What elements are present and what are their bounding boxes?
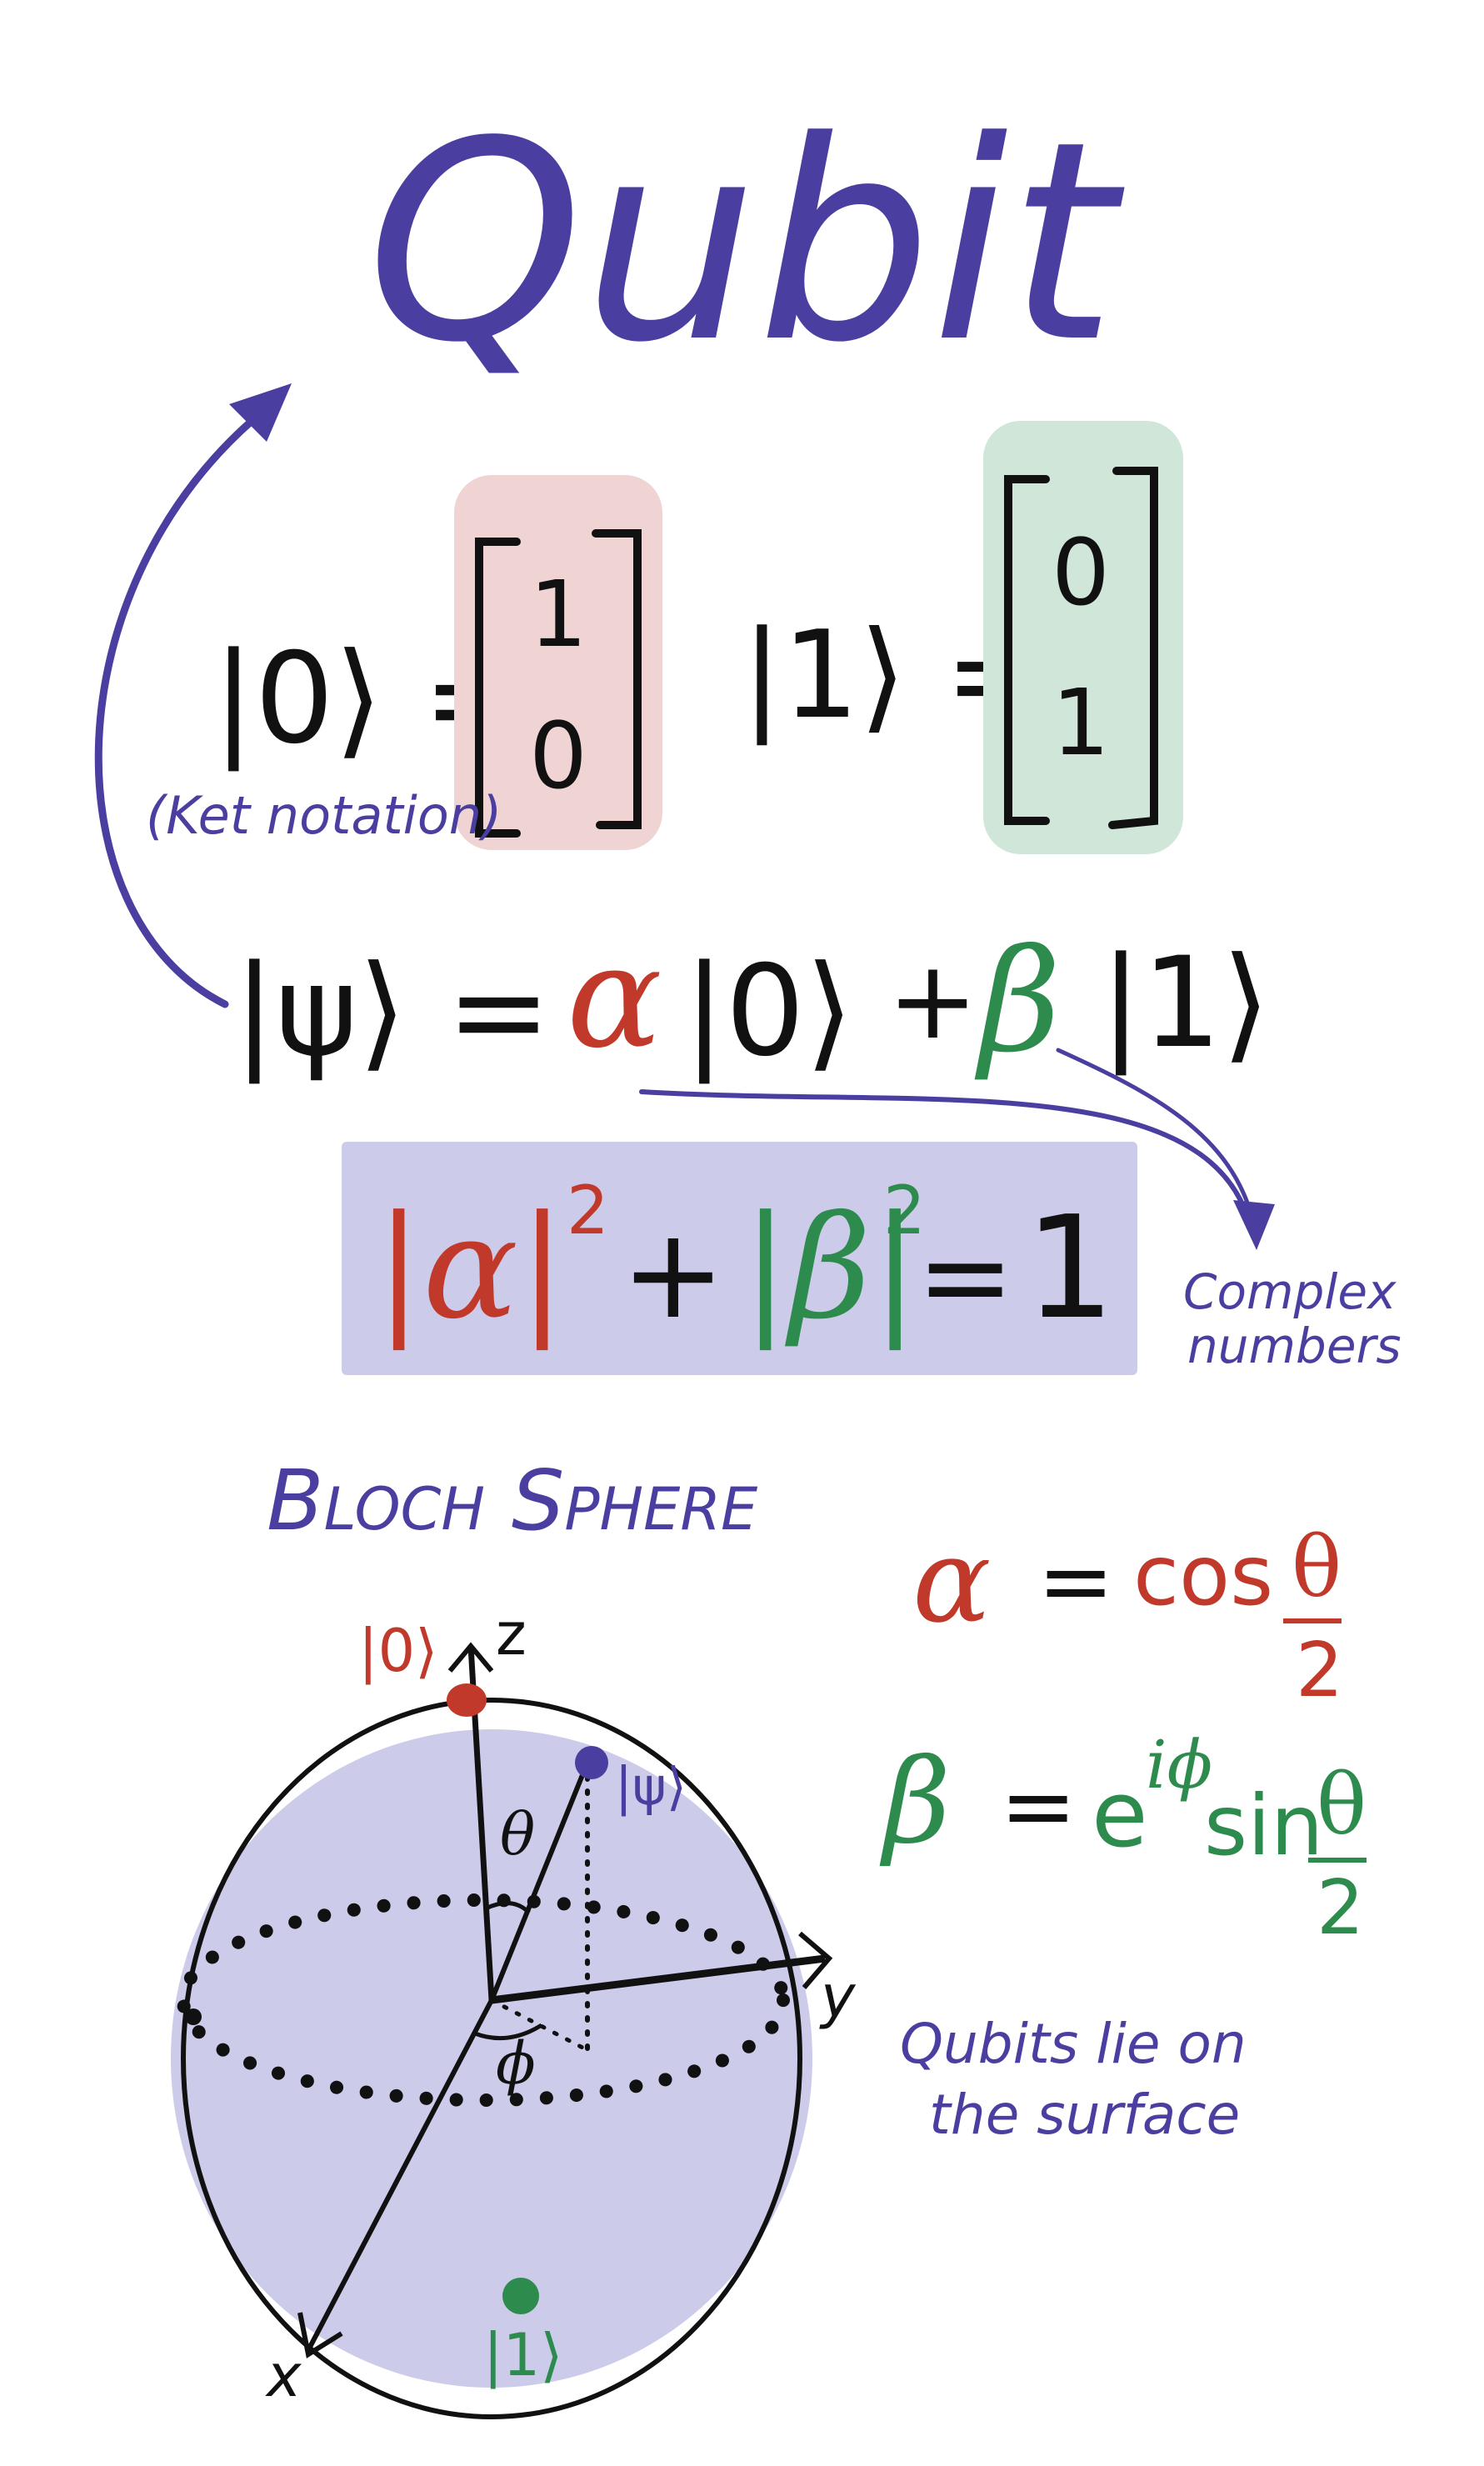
complex-note-line1: Complex	[1183, 1263, 1397, 1320]
bloch-theta-label: θ	[500, 1800, 535, 1868]
curved-arrow-to-title	[94, 404, 271, 1008]
norm-rhs: 1	[1025, 1186, 1115, 1351]
beta-def-sup: iϕ	[1146, 1726, 1212, 1803]
bloch-z-label: z	[496, 1600, 527, 1668]
bloch-equator	[177, 1893, 790, 2107]
bloch-ket0-dot	[447, 1683, 487, 1717]
bloch-x-axis	[306, 1998, 494, 2352]
norm-alpha-exp: 2	[567, 1172, 609, 1249]
complex-arrow-head	[1233, 1200, 1275, 1250]
norm-beta-abs: |β|	[742, 1186, 919, 1351]
beta-def-eq: =	[1000, 1753, 1077, 1859]
bloch-y-label: y	[819, 1963, 857, 2031]
norm-beta-exp: 2	[883, 1172, 926, 1249]
superposition-ket0: |0⟩	[683, 939, 854, 1084]
alpha-coefficient: α	[567, 915, 662, 1080]
bloch-heading: Bloch Sphere	[267, 1452, 758, 1549]
bloch-x-arrowhead	[297, 2312, 343, 2358]
bloch-phi-arc	[474, 2023, 543, 2041]
beta-coefficient: β	[974, 919, 1061, 1084]
psi-lhs: |ψ⟩ =	[233, 939, 551, 1084]
bloch-ket0-label: |0⟩	[358, 1617, 437, 1685]
beta-to-complex-arrow	[1056, 1048, 1257, 1228]
surface-note-line1: Qubits lie on	[900, 2012, 1247, 2076]
beta-def-den: 2	[1317, 1864, 1364, 1952]
bloch-theta-arc	[484, 1901, 531, 1914]
bloch-y-arrowhead	[798, 1931, 833, 1989]
alpha-def-num: θ	[1292, 1518, 1342, 1616]
ket0-vector-top: 1	[529, 561, 587, 668]
alpha-def-lhs: α	[912, 1513, 992, 1649]
bloch-phi-label: ϕ	[496, 2029, 536, 2098]
beta-def-lhs: β	[879, 1734, 951, 1870]
ket1-vector-box	[983, 421, 1183, 854]
bloch-equator-left-dot	[185, 2008, 202, 2025]
curved-arrow-head	[229, 383, 292, 442]
superposition-ket1: |1⟩	[1100, 931, 1271, 1076]
superposition-plus: +	[887, 937, 978, 1063]
norm-plus: +	[621, 1202, 726, 1347]
title: Qubit	[367, 83, 1128, 403]
ket0-vector-bottom: 0	[529, 703, 587, 809]
ket1-vector-top: 0	[1052, 519, 1110, 626]
beta-def-num: θ	[1317, 1756, 1367, 1853]
bloch-y-axis	[491, 1954, 826, 2004]
alpha-def-rhs: cos	[1133, 1527, 1273, 1624]
alpha-def-den: 2	[1296, 1627, 1343, 1714]
bloch-psi-vector	[489, 1761, 590, 2002]
bloch-psi-label: |ψ⟩	[615, 1756, 687, 1818]
normalization-box	[342, 1142, 1137, 1375]
ket1-right-bracket	[1108, 467, 1158, 829]
beta-def-sin: sin	[1204, 1777, 1323, 1874]
complex-note-line2: numbers	[1187, 1318, 1402, 1374]
alpha-def-eq: =	[1037, 1528, 1114, 1634]
beta-def-e: e	[1092, 1761, 1148, 1868]
norm-alpha-abs: |α|	[375, 1186, 566, 1351]
ket0-left-bracket	[475, 538, 521, 838]
ket-notation-note: (Ket notation)	[146, 785, 502, 846]
bloch-psi-dot	[575, 1746, 608, 1779]
bloch-z-arrowhead	[447, 1642, 494, 1673]
ket1-vector-bottom: 1	[1052, 669, 1110, 776]
bloch-sphere-outline	[181, 1698, 802, 2419]
ket0-right-bracket	[592, 529, 642, 829]
bloch-x-label: x	[265, 2342, 302, 2410]
ket1-left-bracket	[1004, 475, 1050, 825]
bloch-ket1-dot	[502, 2278, 539, 2314]
norm-equals: =	[917, 1209, 1014, 1345]
surface-note-line2: the surface	[929, 2083, 1240, 2147]
ket0-vector-box	[454, 475, 662, 850]
bloch-ket1-label: |1⟩	[483, 2321, 562, 2389]
bloch-sphere-fill	[171, 1729, 812, 2388]
bloch-phi-projection	[489, 1998, 590, 2053]
alpha-to-complex-arrow	[639, 1089, 1252, 1228]
